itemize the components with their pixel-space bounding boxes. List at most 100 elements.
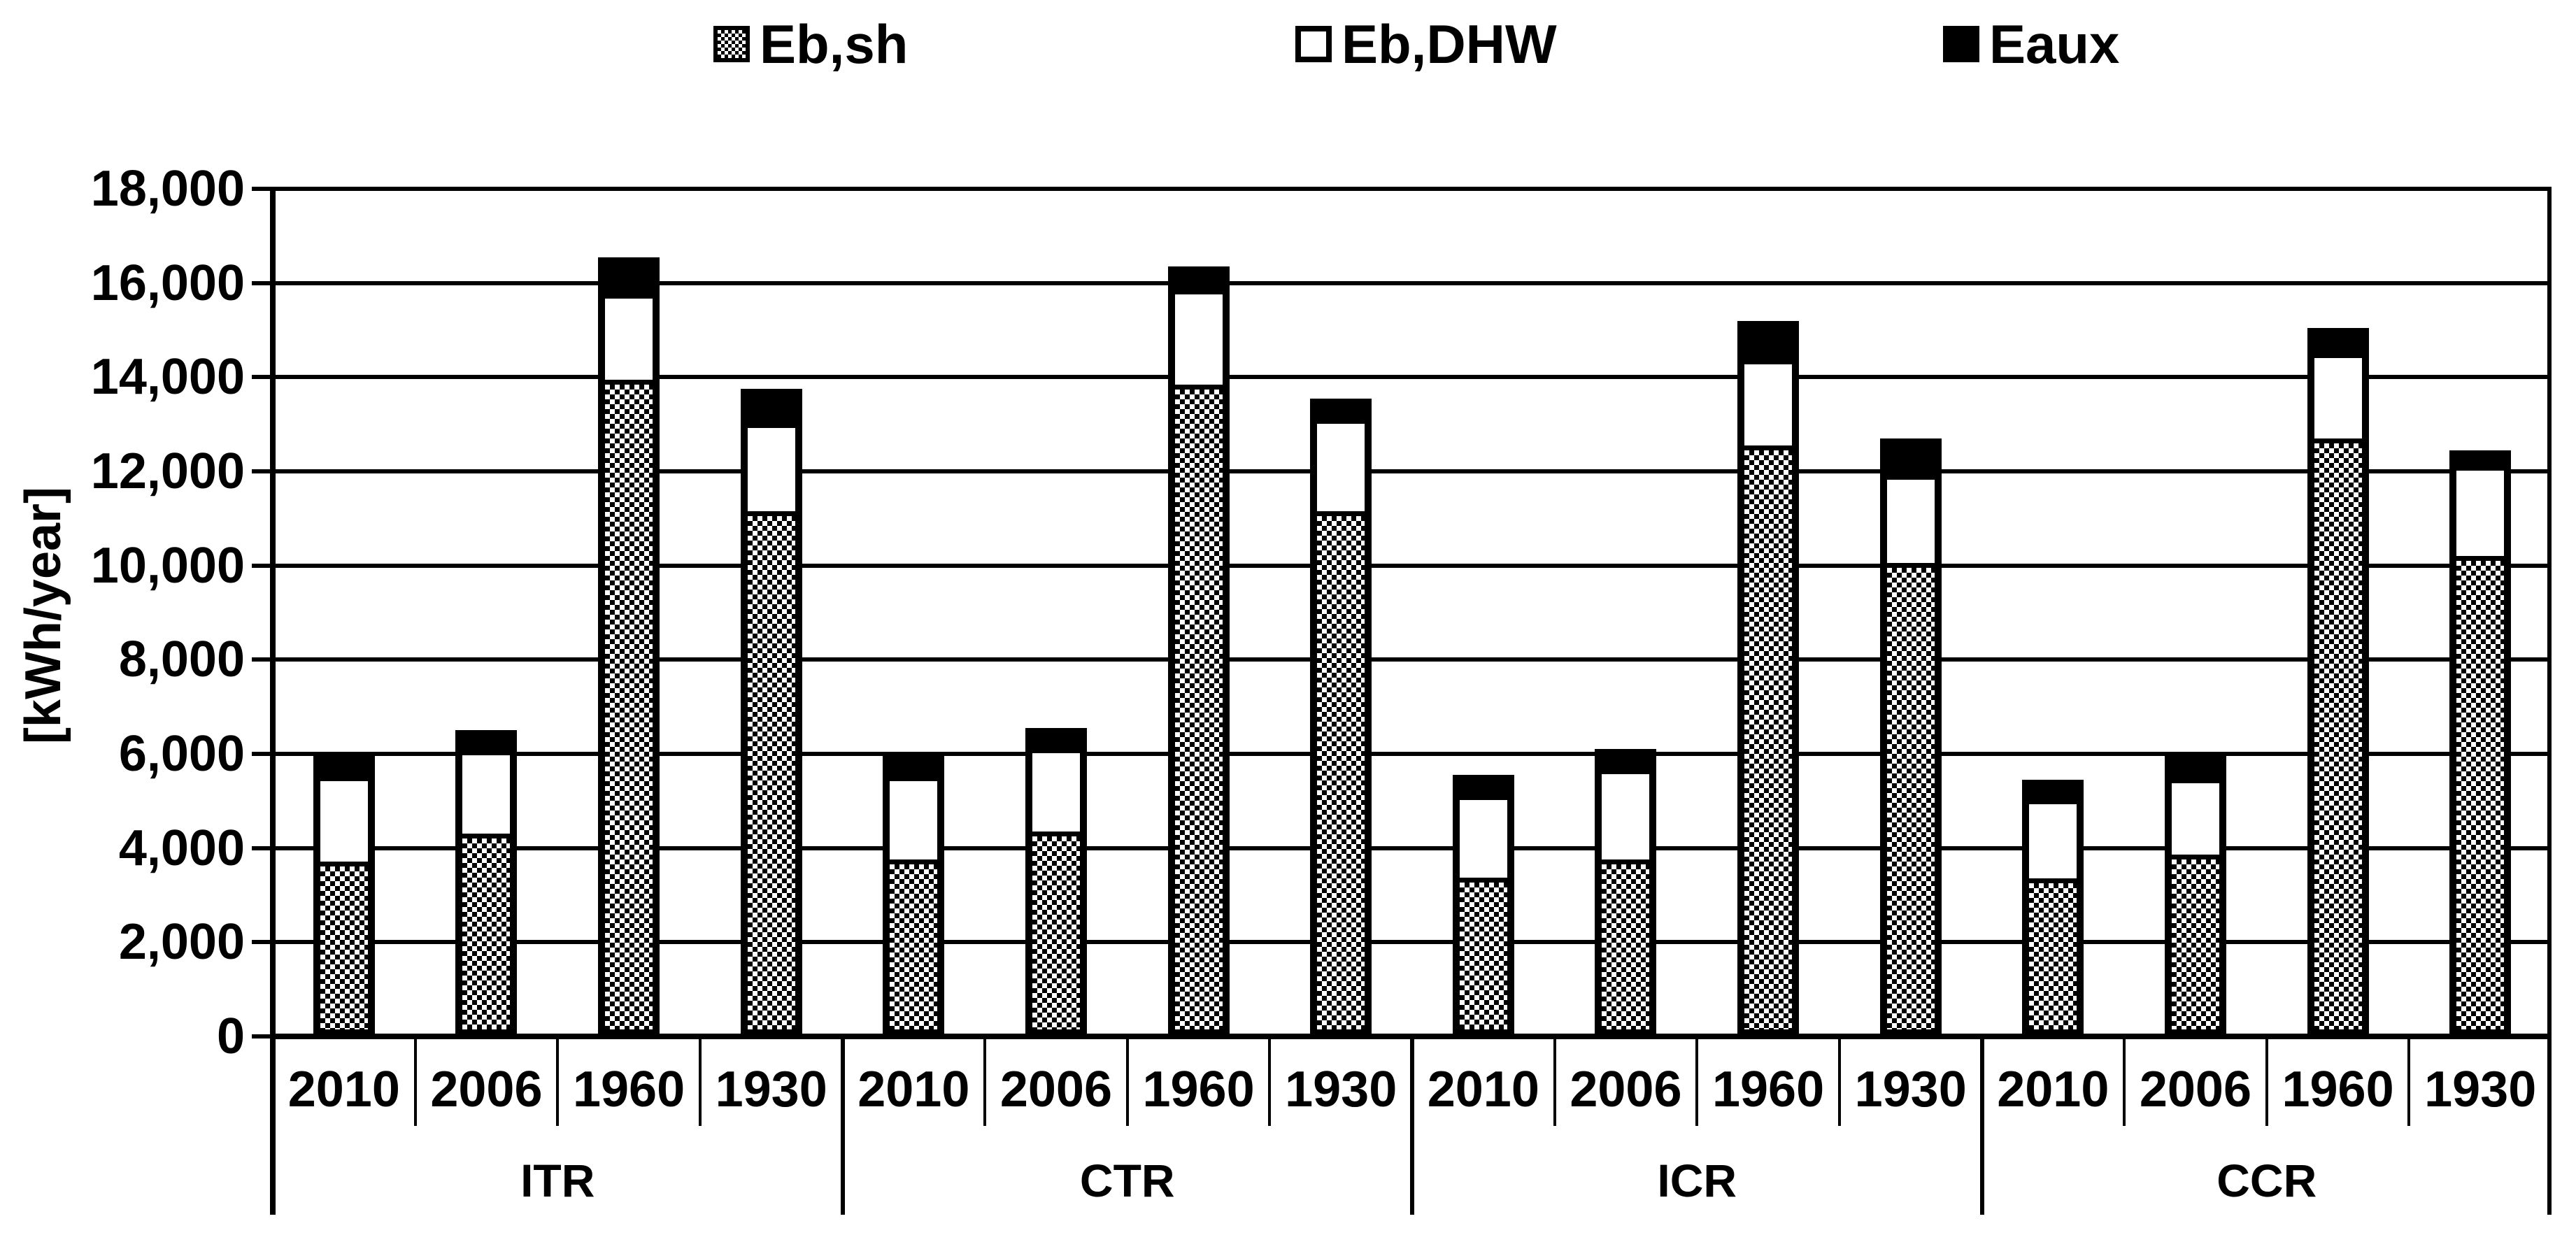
gridline xyxy=(273,469,2552,473)
bar-segment-eb-sh xyxy=(320,862,368,1029)
year-label: 2006 xyxy=(430,1062,543,1118)
year-label: 1960 xyxy=(2282,1062,2394,1118)
year-label: 2010 xyxy=(858,1062,970,1118)
bar-segment-eaux xyxy=(605,264,653,299)
year-label: 2006 xyxy=(999,1062,1113,1118)
bar-segment-eaux xyxy=(462,737,511,756)
bar-segment-eb-sh xyxy=(890,859,938,1029)
year-separator xyxy=(1553,1036,1556,1126)
group-label: CCR xyxy=(2216,1155,2317,1206)
year-label: 2010 xyxy=(1997,1062,2109,1118)
year-label: 1930 xyxy=(1854,1062,1967,1118)
bar-CTR-2010 xyxy=(883,756,945,1036)
y-tick-mark xyxy=(252,187,273,191)
gridline xyxy=(273,940,2552,945)
gridline xyxy=(273,845,2552,850)
y-tick-label: 2,000 xyxy=(118,914,245,971)
bar-segment-eaux xyxy=(2314,334,2362,358)
bar-ITR-2006 xyxy=(455,730,518,1036)
y-tick-label: 14,000 xyxy=(90,349,245,406)
bar-segment-eb-sh xyxy=(1174,384,1223,1029)
plot-right-border xyxy=(2547,187,2552,1215)
group-separator xyxy=(1410,1036,1414,1215)
legend-swatch-eaux-icon xyxy=(1943,26,1979,62)
bar-segment-eaux xyxy=(320,763,368,781)
year-separator xyxy=(2407,1036,2411,1126)
bar-segment-eb-dhw xyxy=(1886,480,1935,563)
bar-segment-eb-sh xyxy=(2456,555,2505,1029)
bar-segment-eb-dhw xyxy=(747,428,795,511)
year-separator xyxy=(1837,1036,1841,1126)
bar-segment-eaux xyxy=(890,763,938,781)
bar-segment-eaux xyxy=(1744,327,1793,365)
y-tick-mark xyxy=(252,375,273,380)
gridline xyxy=(273,657,2552,662)
bar-segment-eb-sh xyxy=(2314,438,2362,1029)
year-label: 2006 xyxy=(2139,1062,2252,1118)
year-label: 1960 xyxy=(1142,1062,1255,1118)
bar-segment-eb-dhw xyxy=(1317,423,1365,512)
bar-segment-eaux xyxy=(1317,405,1365,424)
bar-segment-eb-sh xyxy=(605,379,653,1029)
year-label: 1930 xyxy=(1285,1062,1397,1118)
year-separator xyxy=(2265,1036,2268,1126)
bar-segment-eb-sh xyxy=(1744,445,1793,1029)
bar-segment-eb-sh xyxy=(2171,855,2219,1029)
bar-CCR-1930 xyxy=(2449,450,2512,1036)
bar-segment-eb-dhw xyxy=(1032,752,1080,832)
y-tick-label: 0 xyxy=(216,1008,245,1064)
bar-ICR-2006 xyxy=(1595,749,1657,1036)
y-tick-mark xyxy=(252,845,273,850)
gridline xyxy=(273,187,2552,191)
bar-segment-eb-sh xyxy=(1886,562,1935,1029)
year-separator xyxy=(1125,1036,1129,1126)
gridline xyxy=(273,375,2552,380)
y-tick-mark xyxy=(252,752,273,756)
bar-segment-eaux xyxy=(1459,782,1507,800)
bar-segment-eb-dhw xyxy=(1602,773,1650,859)
year-separator xyxy=(556,1036,560,1126)
legend: Eb,sh Eb,DHW Eaux xyxy=(0,0,2576,91)
bar-segment-eb-sh xyxy=(1032,832,1080,1029)
y-tick-label: 4,000 xyxy=(118,820,245,876)
y-axis-title: [kWh/year] xyxy=(15,486,71,745)
y-tick-label: 10,000 xyxy=(90,537,245,594)
bar-segment-eb-sh xyxy=(1459,878,1507,1029)
bar-segment-eb-dhw xyxy=(605,299,653,380)
bar-segment-eb-dhw xyxy=(890,780,938,859)
bar-ITR-1960 xyxy=(598,257,660,1036)
bar-segment-eaux xyxy=(1602,756,1650,774)
y-tick-mark xyxy=(252,563,273,568)
year-label: 1960 xyxy=(1712,1062,1825,1118)
bar-segment-eaux xyxy=(2456,457,2505,471)
bar-CTR-1960 xyxy=(1167,266,1230,1036)
y-tick-label: 6,000 xyxy=(118,726,245,782)
group-label: ICR xyxy=(1657,1155,1737,1206)
bar-segment-eb-sh xyxy=(462,834,511,1029)
bar-segment-eb-dhw xyxy=(2029,804,2077,878)
y-tick-mark xyxy=(252,280,273,285)
gridline xyxy=(273,280,2552,285)
year-separator xyxy=(983,1036,987,1126)
legend-swatch-eb-dhw-icon xyxy=(1295,26,1332,62)
bar-segment-eaux xyxy=(1886,445,1935,480)
year-separator xyxy=(698,1036,702,1126)
year-label: 2010 xyxy=(1427,1062,1539,1118)
bar-segment-eaux xyxy=(2029,787,2077,805)
bar-segment-eb-dhw xyxy=(320,780,368,862)
year-label: 2010 xyxy=(287,1062,400,1118)
bar-segment-eb-sh xyxy=(2029,878,2077,1029)
legend-item-eb-dhw: Eb,DHW xyxy=(1295,10,1557,78)
bar-ICR-1930 xyxy=(1879,438,1942,1036)
bar-segment-eb-dhw xyxy=(462,755,511,834)
group-label: ITR xyxy=(520,1155,595,1206)
y-tick-mark xyxy=(252,1034,273,1039)
year-label: 1930 xyxy=(715,1062,827,1118)
group-separator xyxy=(1979,1036,1984,1215)
bar-CTR-1930 xyxy=(1310,398,1372,1036)
bar-segment-eb-dhw xyxy=(1174,294,1223,385)
legend-swatch-eb-sh-icon xyxy=(713,26,750,62)
bar-ITR-1930 xyxy=(740,389,802,1036)
bar-ITR-2010 xyxy=(313,756,375,1036)
